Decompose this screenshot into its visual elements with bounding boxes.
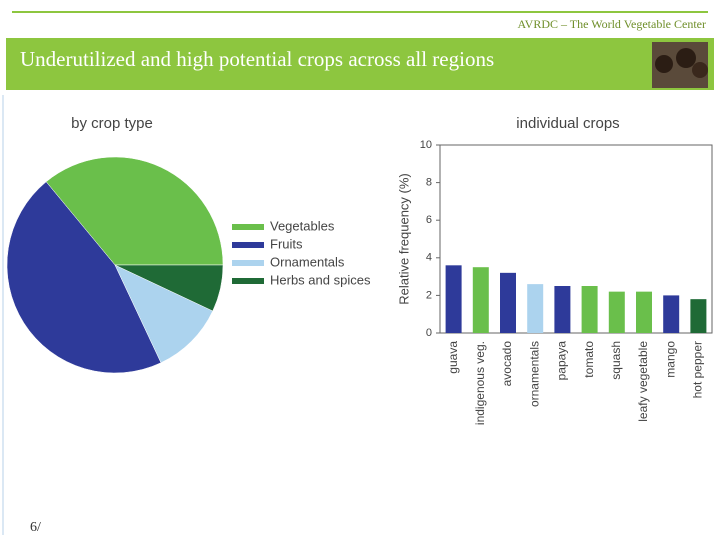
pie-slice: [6, 181, 162, 374]
x-tick-label: papaya: [555, 341, 569, 381]
legend-label: Vegetables: [270, 218, 335, 233]
y-tick-label: 10: [420, 139, 432, 151]
bar: [581, 286, 598, 333]
legend-label: Ornamentals: [270, 254, 345, 269]
header: AVRDC – The World Vegetable Center: [518, 17, 706, 31]
bar: [663, 295, 680, 333]
x-tick-label: avocado: [500, 341, 514, 387]
plot-frame: [439, 144, 713, 334]
y-tick-label: 8: [426, 177, 432, 189]
bar: [445, 265, 462, 333]
x-tick-label: leafy vegetable: [636, 341, 650, 422]
legend-swatch: [232, 278, 264, 284]
x-tick-label: mango: [663, 341, 677, 378]
title-bar: [6, 38, 714, 90]
x-tick-label: tomato: [582, 341, 596, 378]
photo-face: [676, 48, 696, 68]
bar: [608, 291, 625, 333]
slide-title: Underutilized and high potential crops a…: [20, 47, 494, 71]
pie-slice: [114, 264, 224, 312]
chart-title: individual crops: [516, 115, 619, 132]
bar: [500, 272, 516, 333]
y-tick-label: 0: [426, 327, 432, 339]
page-number: 6/: [30, 520, 41, 535]
bar: [527, 284, 544, 333]
y-axis-title: Relative frequency (%): [396, 173, 411, 305]
bar: [690, 299, 707, 333]
photo-face: [655, 55, 673, 73]
pie-slice: [45, 156, 224, 266]
y-tick-label: 6: [426, 214, 432, 226]
bar: [472, 267, 489, 333]
legend-swatch: [232, 260, 264, 266]
bar: [636, 291, 652, 333]
x-tick-label: squash: [609, 341, 623, 380]
x-tick-label: guava: [446, 341, 460, 374]
photo-face: [692, 62, 708, 78]
x-tick-label: indigenous veg.: [473, 341, 487, 425]
bar: [554, 286, 571, 333]
chart-title: by crop type: [71, 115, 153, 132]
y-tick-label: 2: [426, 289, 432, 301]
legend-swatch: [232, 242, 264, 248]
legend-swatch: [232, 224, 264, 230]
pie-slice: [114, 264, 214, 364]
legend-label: Herbs and spices: [270, 272, 371, 287]
x-tick-label: hot pepper: [691, 341, 705, 398]
legend-label: Fruits: [270, 236, 303, 251]
y-tick-label: 4: [426, 252, 432, 264]
x-tick-label: ornamentals: [527, 341, 541, 407]
